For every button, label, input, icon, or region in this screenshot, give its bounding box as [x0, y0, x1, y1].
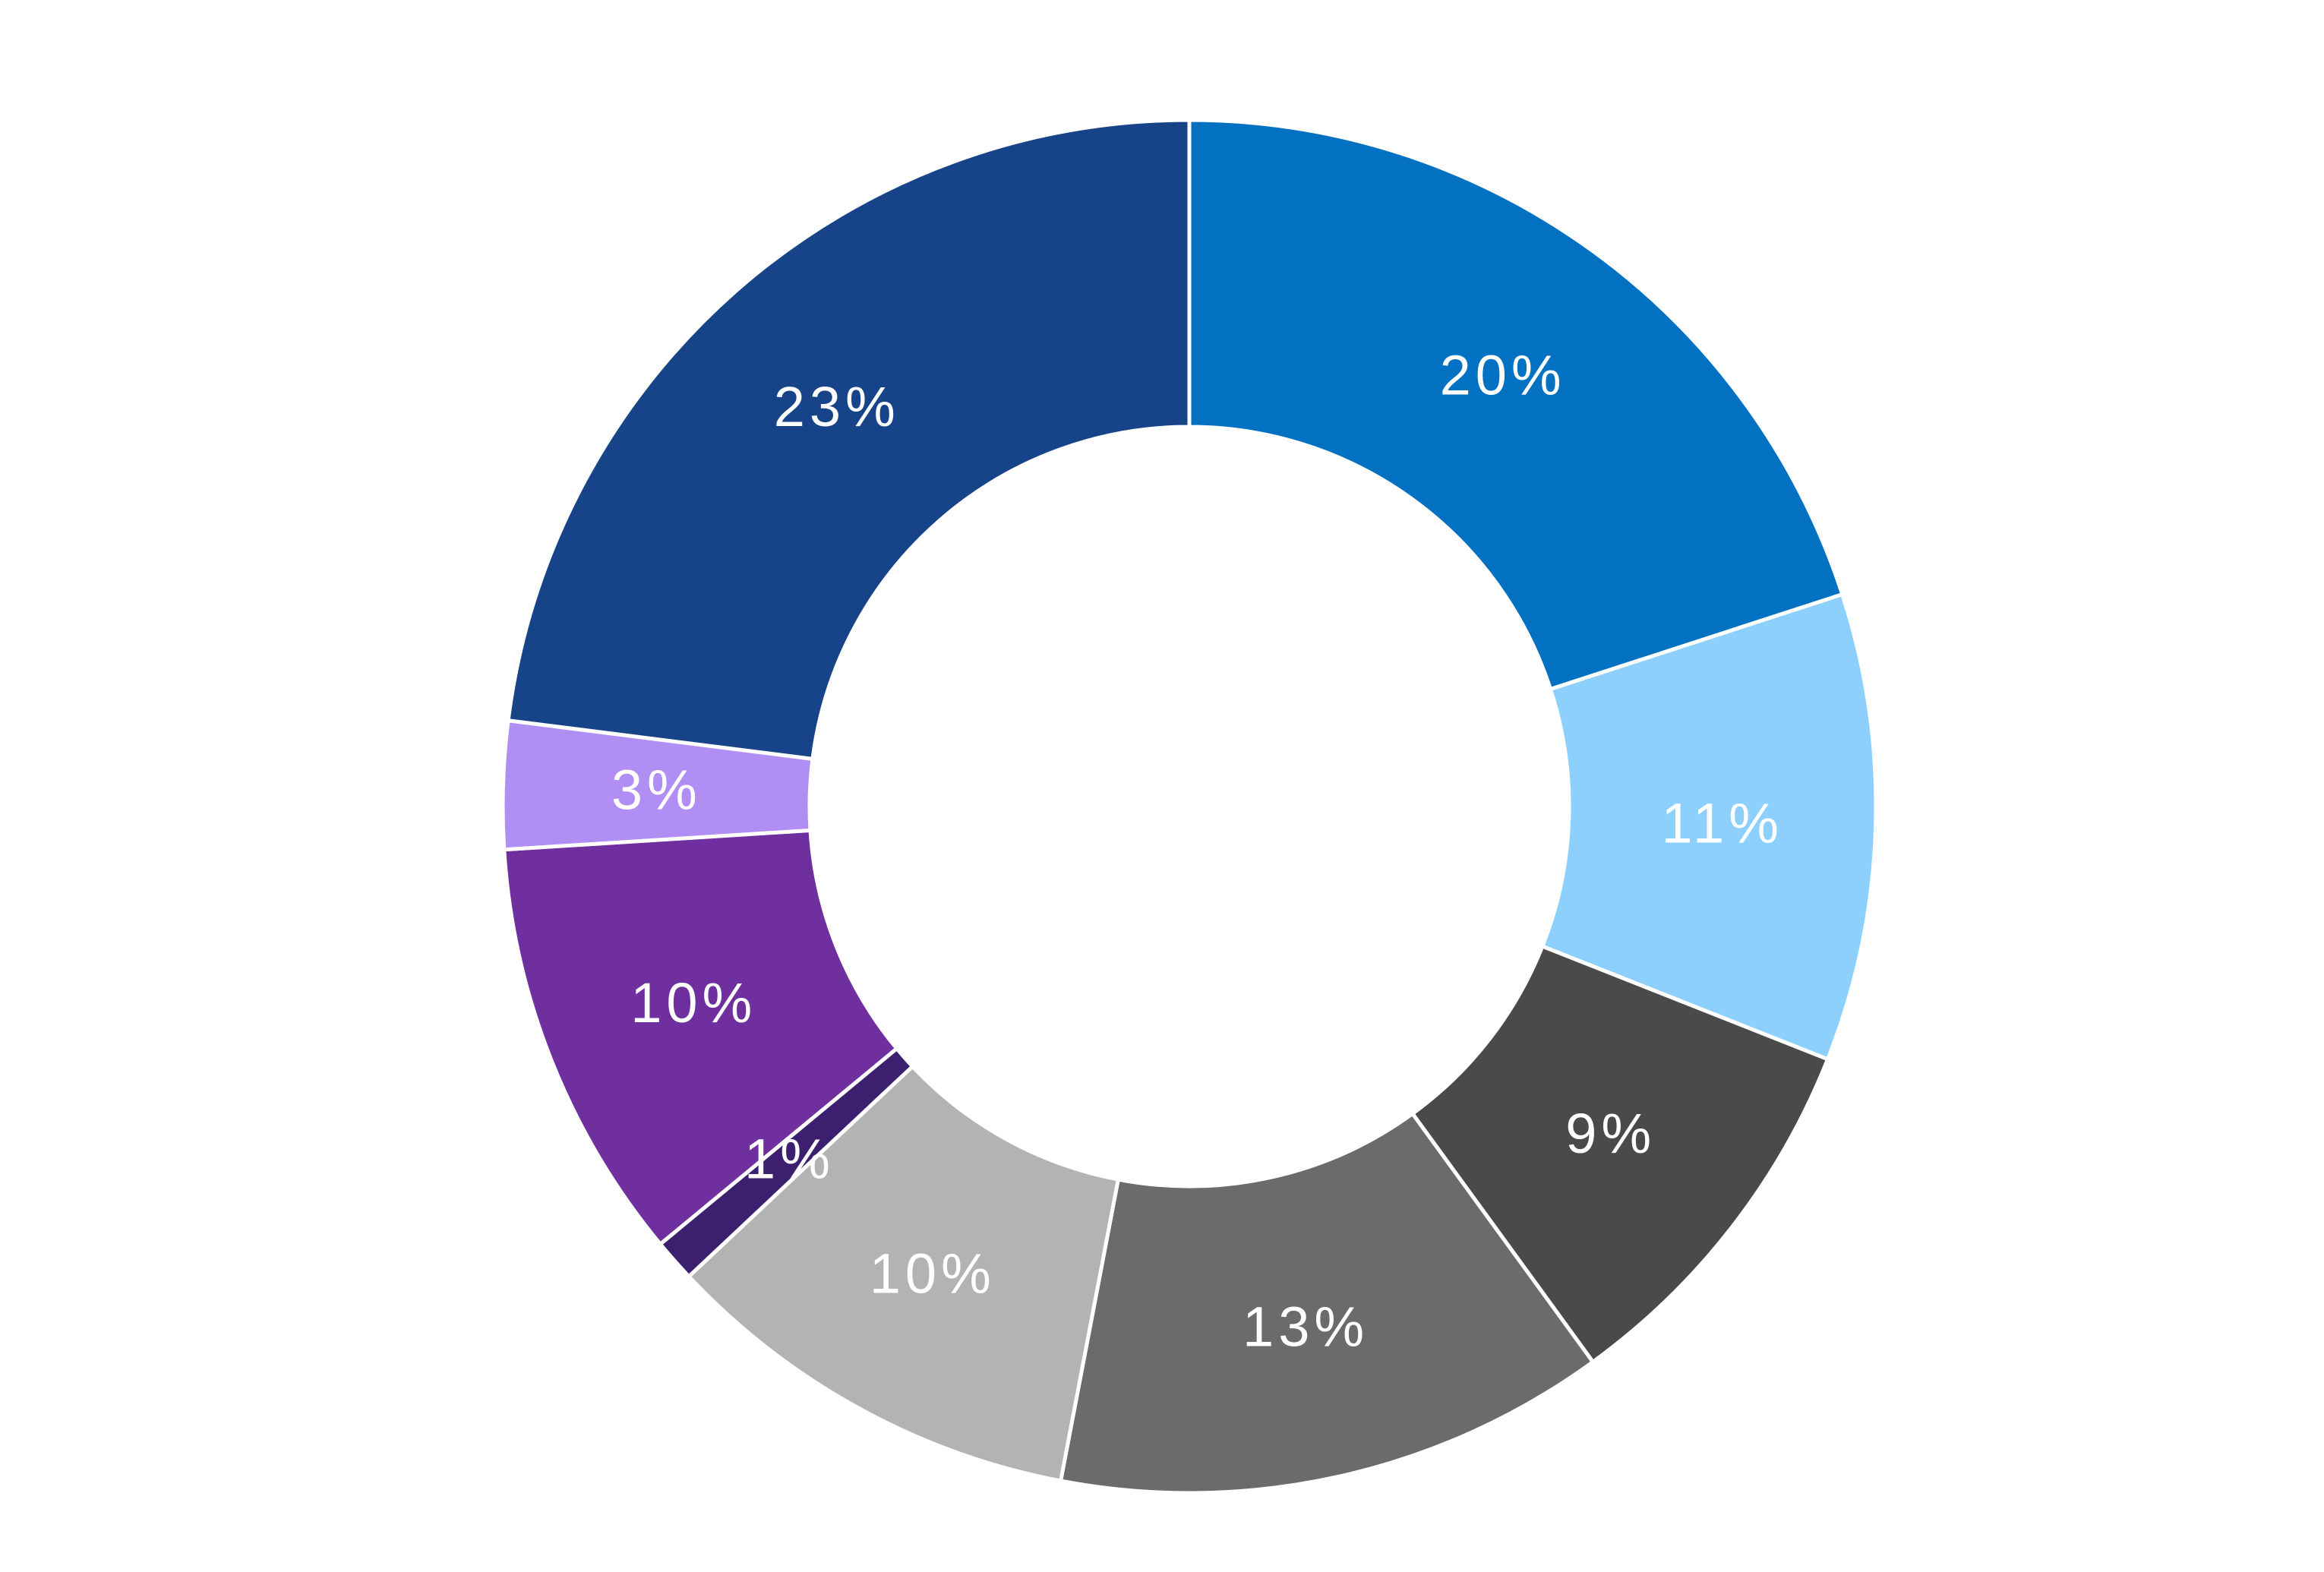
slice-label-5: 1%	[744, 1128, 835, 1191]
labels-group: 20% 11% 9% 13% 10% 1% 10% 3% 23%	[611, 344, 1783, 1359]
donut-slice-6	[502, 828, 900, 1247]
donut-slice-0	[1187, 118, 1845, 692]
slice-label-1: 11%	[1661, 792, 1783, 855]
donut-slice-1	[1539, 592, 1878, 1062]
slice-label-7: 3%	[611, 758, 702, 821]
slice-label-6: 10%	[630, 971, 756, 1034]
donut-slice-3	[1058, 1111, 1596, 1495]
slices-group	[500, 118, 1878, 1495]
donut-slice-2	[1410, 943, 1830, 1365]
slice-label-4: 10%	[870, 1242, 996, 1305]
donut-slice-4	[686, 1063, 1121, 1483]
donut-slice-8	[506, 118, 1192, 762]
slice-label-8: 23%	[774, 375, 900, 438]
slice-label-0: 20%	[1440, 344, 1566, 407]
slice-label-2: 9%	[1565, 1102, 1656, 1165]
slice-label-3: 13%	[1243, 1296, 1369, 1359]
